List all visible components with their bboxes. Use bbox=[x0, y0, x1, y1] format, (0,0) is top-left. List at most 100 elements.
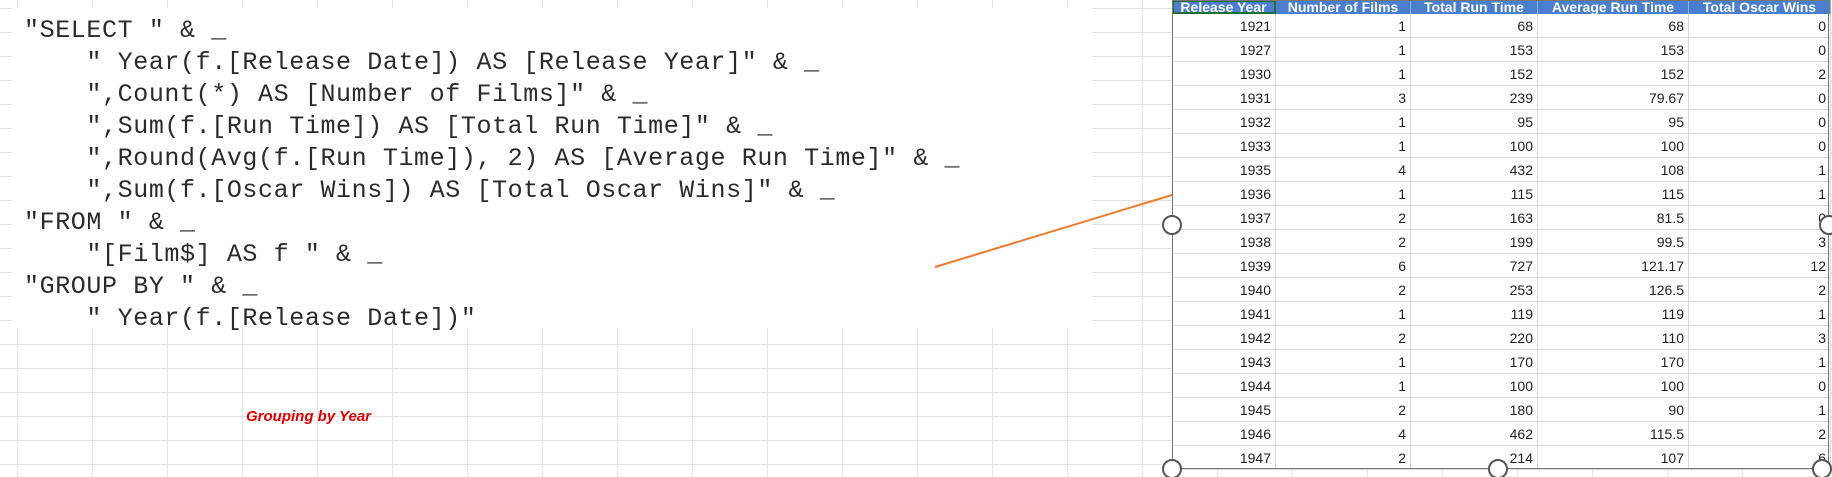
table-cell: 79.67 bbox=[1537, 85, 1689, 110]
table-cell: 4 bbox=[1275, 421, 1411, 446]
table-cell: 1946 bbox=[1172, 421, 1276, 446]
table-cell: 1 bbox=[1275, 14, 1411, 38]
table-row: 1947 2 214 107 6 bbox=[1172, 445, 1831, 470]
code-line: ",Sum(f.[Oscar Wins]) AS [Total Oscar Wi… bbox=[24, 176, 836, 205]
table-cell: 1943 bbox=[1172, 349, 1276, 374]
code-line: "FROM " & _ bbox=[24, 208, 196, 237]
table-row: 1940 2 253 126.5 2 bbox=[1172, 277, 1831, 302]
code-line: "GROUP BY " & _ bbox=[24, 272, 259, 301]
table-cell: 2 bbox=[1275, 397, 1411, 422]
header-release-year: Release Year bbox=[1172, 0, 1276, 14]
resize-handle-left[interactable] bbox=[1162, 215, 1182, 235]
header-total-run-time: Total Run Time bbox=[1410, 0, 1538, 14]
table-row: 1930 1 152 152 2 bbox=[1172, 61, 1831, 86]
table-cell: 1 bbox=[1275, 181, 1411, 206]
table-cell: 1936 bbox=[1172, 181, 1276, 206]
table-cell: 6 bbox=[1275, 253, 1411, 278]
table-cell: 432 bbox=[1410, 157, 1538, 182]
table-cell: 100 bbox=[1410, 133, 1538, 158]
table-cell: 100 bbox=[1537, 373, 1689, 398]
table-cell: 1938 bbox=[1172, 229, 1276, 254]
results-table-image[interactable]: Release Year Number of Films Total Run T… bbox=[1172, 0, 1832, 477]
header-number-of-films: Number of Films bbox=[1275, 0, 1411, 14]
resize-handle-bottom-left[interactable] bbox=[1162, 459, 1182, 477]
table-cell: 4 bbox=[1275, 157, 1411, 182]
code-line: " Year(f.[Release Date])" bbox=[24, 304, 477, 333]
table-cell: 2 bbox=[1275, 229, 1411, 254]
table-cell: 2 bbox=[1275, 277, 1411, 302]
results-table: Release Year Number of Films Total Run T… bbox=[1172, 0, 1831, 470]
table-cell: 1947 bbox=[1172, 445, 1276, 470]
table-cell: 0 bbox=[1688, 205, 1831, 230]
table-cell: 727 bbox=[1410, 253, 1538, 278]
table-cell: 119 bbox=[1410, 301, 1538, 326]
table-cell: 1930 bbox=[1172, 61, 1276, 86]
table-cell: 1941 bbox=[1172, 301, 1276, 326]
table-cell: 152 bbox=[1537, 61, 1689, 86]
table-cell: 163 bbox=[1410, 205, 1538, 230]
table-cell: 1 bbox=[1688, 157, 1831, 182]
table-cell: 1 bbox=[1275, 61, 1411, 86]
table-cell: 1933 bbox=[1172, 133, 1276, 158]
table-cell: 107 bbox=[1537, 445, 1689, 470]
table-cell: 1 bbox=[1275, 109, 1411, 134]
table-cell: 110 bbox=[1537, 325, 1689, 350]
table-cell: 6 bbox=[1688, 445, 1831, 470]
table-row: 1946 4 462 115.5 2 bbox=[1172, 421, 1831, 446]
table-cell: 170 bbox=[1410, 349, 1538, 374]
table-row: 1942 2 220 110 3 bbox=[1172, 325, 1831, 350]
header-average-run-time: Average Run Time bbox=[1537, 0, 1689, 14]
table-cell: 90 bbox=[1537, 397, 1689, 422]
resize-handle-bottom-right[interactable] bbox=[1812, 459, 1832, 477]
table-cell: 2 bbox=[1688, 61, 1831, 86]
table-cell: 1940 bbox=[1172, 277, 1276, 302]
table-cell: 1942 bbox=[1172, 325, 1276, 350]
table-cell: 153 bbox=[1410, 37, 1538, 62]
table-row: 1944 1 100 100 0 bbox=[1172, 373, 1831, 398]
table-cell: 220 bbox=[1410, 325, 1538, 350]
table-cell: 1944 bbox=[1172, 373, 1276, 398]
resize-handle-right[interactable] bbox=[1819, 215, 1832, 235]
resize-handle-bottom[interactable] bbox=[1488, 459, 1508, 477]
table-cell: 153 bbox=[1537, 37, 1689, 62]
table-cell: 3 bbox=[1688, 229, 1831, 254]
table-row: 1935 4 432 108 1 bbox=[1172, 157, 1831, 182]
table-cell: 100 bbox=[1410, 373, 1538, 398]
table-row: 1943 1 170 170 1 bbox=[1172, 349, 1831, 374]
code-line: ",Sum(f.[Run Time]) AS [Total Run Time]"… bbox=[24, 112, 773, 141]
table-cell: 0 bbox=[1688, 14, 1831, 38]
table-cell: 0 bbox=[1688, 37, 1831, 62]
table-cell: 1 bbox=[1688, 349, 1831, 374]
table-cell: 0 bbox=[1688, 133, 1831, 158]
table-cell: 180 bbox=[1410, 397, 1538, 422]
table-cell: 115 bbox=[1537, 181, 1689, 206]
table-cell: 2 bbox=[1275, 205, 1411, 230]
table-cell: 12 bbox=[1688, 253, 1831, 278]
table-cell: 2 bbox=[1688, 421, 1831, 446]
table-cell: 199 bbox=[1410, 229, 1538, 254]
table-cell: 214 bbox=[1410, 445, 1538, 470]
table-row: 1936 1 115 115 1 bbox=[1172, 181, 1831, 206]
code-line: " Year(f.[Release Date]) AS [Release Yea… bbox=[24, 48, 820, 77]
table-cell: 99.5 bbox=[1537, 229, 1689, 254]
table-cell: 2 bbox=[1275, 325, 1411, 350]
table-row: 1938 2 199 99.5 3 bbox=[1172, 229, 1831, 254]
table-cell: 1 bbox=[1275, 133, 1411, 158]
table-cell: 0 bbox=[1688, 85, 1831, 110]
table-cell: 1927 bbox=[1172, 37, 1276, 62]
header-total-oscar-wins: Total Oscar Wins bbox=[1688, 0, 1831, 14]
table-row: 1941 1 119 119 1 bbox=[1172, 301, 1831, 326]
table-cell: 68 bbox=[1410, 14, 1538, 38]
table-cell: 1 bbox=[1688, 301, 1831, 326]
sql-code-textbox[interactable]: "SELECT " & _ " Year(f.[Release Date]) A… bbox=[12, 8, 1092, 333]
code-line: "SELECT " & _ bbox=[24, 16, 227, 45]
table-cell: 1937 bbox=[1172, 205, 1276, 230]
table-row: 1921 1 68 68 0 bbox=[1172, 14, 1831, 38]
table-cell: 1 bbox=[1275, 301, 1411, 326]
table-row: 1933 1 100 100 0 bbox=[1172, 133, 1831, 158]
code-line: ",Round(Avg(f.[Run Time]), 2) AS [Averag… bbox=[24, 144, 961, 173]
table-cell: 1935 bbox=[1172, 157, 1276, 182]
table-row: 1939 6 727 121.17 12 bbox=[1172, 253, 1831, 278]
table-cell: 100 bbox=[1537, 133, 1689, 158]
image-selection-border bbox=[1172, 0, 1829, 469]
